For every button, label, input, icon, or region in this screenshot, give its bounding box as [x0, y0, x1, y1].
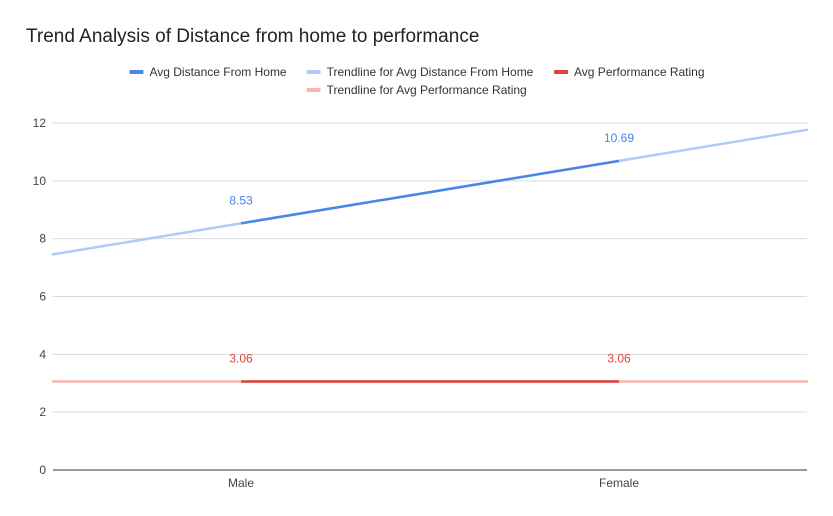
legend-item-trendline-for-avg-performance-rating: Trendline for Avg Performance Rating: [306, 83, 527, 97]
legend-item-trendline-for-avg-distance-from-home: Trendline for Avg Distance From Home: [306, 65, 534, 79]
series: [240, 159, 620, 383]
y-tick-label-10: 10: [33, 174, 47, 188]
legend-label-avg-performance-rating: Avg Performance Rating: [574, 65, 705, 79]
legend-swatch-trendline-for-avg-performance-rating: [306, 88, 321, 92]
grid: 0 2 4 6 8 10 12: [33, 116, 807, 477]
trendlines: [51, 128, 809, 383]
series-line-avg-distance-from-home: [240, 159, 620, 225]
legend-item-avg-distance-from-home: Avg Distance From Home: [129, 65, 287, 79]
y-tick-label-12: 12: [33, 116, 47, 130]
x-tick-label-female: Female: [599, 476, 639, 490]
legend-label-avg-distance-from-home: Avg Distance From Home: [149, 65, 286, 79]
data-label-avg-distance-from-home-male: 8.53: [229, 193, 253, 207]
data-label-avg-distance-from-home-female: 10.69: [604, 131, 634, 145]
y-tick-label-2: 2: [39, 405, 46, 419]
legend-swatch-avg-performance-rating: [554, 70, 569, 74]
data-labels: 8.53 10.69 3.06 3.06: [229, 131, 634, 366]
legend-swatch-trendline-for-avg-distance-from-home: [306, 70, 321, 74]
axes: Male Female: [53, 469, 807, 490]
legend: Avg Distance From Home Trendline for Avg …: [129, 65, 705, 97]
x-tick-label-male: Male: [228, 476, 254, 490]
y-tick-label-4: 4: [39, 347, 46, 361]
y-tick-label-6: 6: [39, 290, 46, 304]
legend-label-trendline-for-avg-distance-from-home: Trendline for Avg Distance From Home: [327, 65, 534, 79]
legend-item-avg-performance-rating: Avg Performance Rating: [554, 65, 705, 79]
legend-swatch-avg-distance-from-home: [129, 70, 144, 74]
data-label-avg-performance-rating-male: 3.06: [229, 352, 253, 366]
chart-title: Trend Analysis of Distance from home to …: [26, 26, 480, 47]
y-tick-label-8: 8: [39, 232, 46, 246]
legend-label-trendline-for-avg-performance-rating: Trendline for Avg Performance Rating: [327, 83, 527, 97]
data-label-avg-performance-rating-female: 3.06: [607, 352, 631, 366]
y-tick-label-0: 0: [39, 463, 46, 477]
